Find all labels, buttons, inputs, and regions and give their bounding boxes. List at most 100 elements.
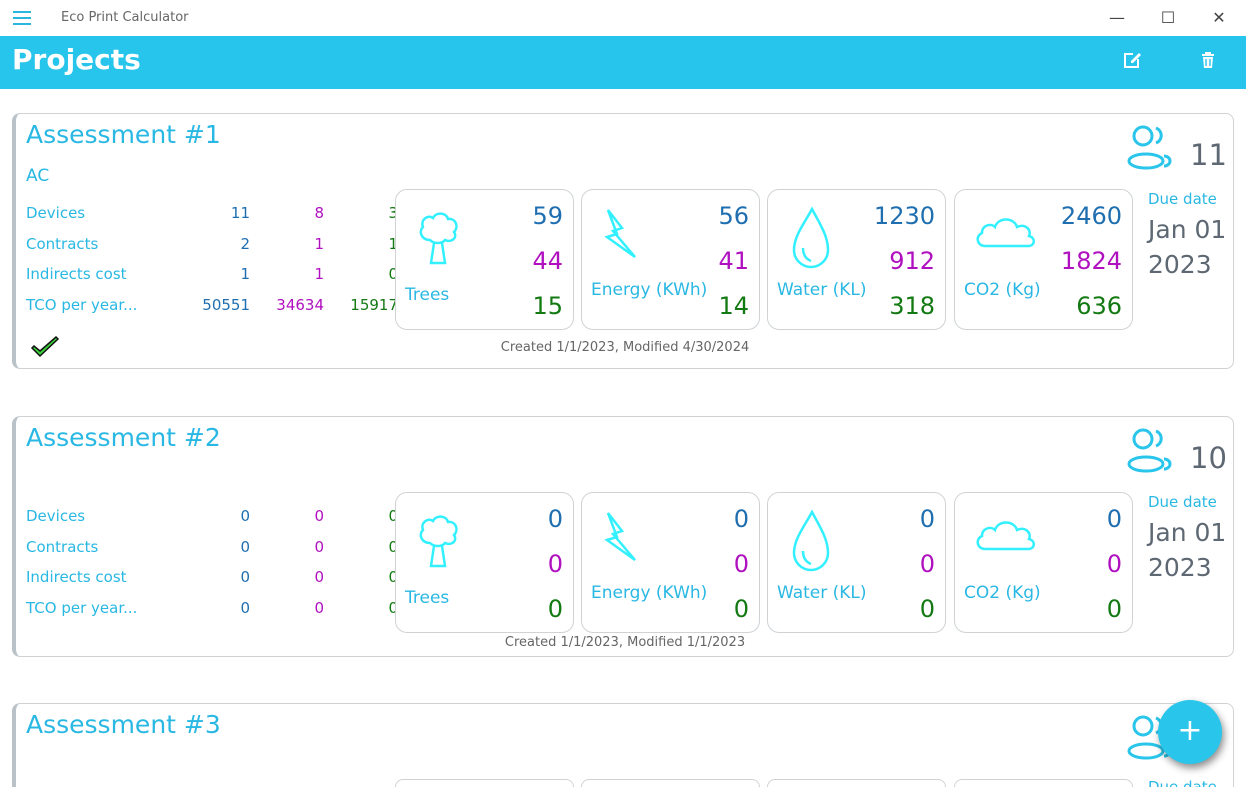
maximize-button[interactable]: ☐	[1160, 8, 1176, 27]
metric-label: Devices	[26, 507, 86, 525]
due-year: 2023	[1148, 250, 1212, 279]
hamburger-menu-icon[interactable]	[13, 11, 31, 25]
impact-tile[interactable]: Trees 0 0 0	[395, 492, 574, 633]
impact-tile[interactable]: CO2 (Kg) 2460 1824 636	[954, 189, 1133, 330]
due-day: Jan 01	[1148, 518, 1227, 547]
tile-value: 0	[1106, 505, 1122, 533]
metric-value: 1	[240, 265, 250, 284]
metric-label: Indirects cost	[26, 265, 127, 284]
people-icon	[1127, 125, 1172, 170]
project-card[interactable]: Assessment #3 Due date	[12, 703, 1234, 787]
metric-value: 0	[388, 537, 398, 556]
due-date-label: Due date	[1148, 778, 1217, 787]
impact-tile[interactable]	[395, 779, 574, 787]
people-count: 11	[1190, 138, 1227, 172]
tile-value: 59	[532, 202, 563, 230]
tile-label: Trees	[405, 588, 450, 608]
project-title: Assessment #2	[26, 423, 221, 452]
close-button[interactable]: ✕	[1212, 8, 1226, 27]
tile-label: Energy (KWh)	[591, 280, 708, 300]
edit-icon[interactable]	[1120, 48, 1144, 72]
tile-label: Water (KL)	[777, 583, 867, 603]
metric-value: 0	[240, 537, 250, 556]
metric-label: Contracts	[26, 537, 99, 556]
metric-value: 0	[314, 599, 324, 618]
metric-value: 2	[240, 234, 250, 253]
metric-label: TCO per year...	[26, 599, 138, 618]
tile-value: 318	[889, 292, 935, 320]
metric-row: Contracts 2 1 1	[26, 234, 398, 255]
project-card[interactable]: Assessment #2 10 Due date Jan 01 2023 Devices…	[12, 416, 1234, 657]
metric-row: TCO per year... 50551 34634 15917	[26, 296, 398, 316]
tile-value: 0	[733, 595, 749, 623]
tile-label: CO2 (Kg)	[964, 280, 1041, 300]
metric-value: 0	[314, 507, 324, 525]
tile-value: 0	[1106, 595, 1122, 623]
project-title: Assessment #3	[26, 710, 221, 739]
tile-label: Energy (KWh)	[591, 583, 708, 603]
tile-value: 2460	[1060, 202, 1122, 230]
metric-row: Devices 11 8 3	[26, 204, 398, 224]
app-title: Eco Print Calculator	[61, 10, 189, 25]
metric-value: 0	[388, 265, 398, 284]
tile-value: 636	[1076, 292, 1122, 320]
tile-value: 14	[718, 292, 749, 320]
tile-value: 912	[889, 247, 935, 275]
created-modified: Created 1/1/2023, Modified 1/1/2023	[504, 635, 746, 650]
tile-value: 44	[532, 247, 563, 275]
minimize-button[interactable]: —	[1109, 8, 1125, 27]
tile-value: 0	[919, 550, 935, 578]
trash-icon[interactable]	[1196, 48, 1220, 72]
metric-value: 11	[230, 204, 250, 222]
metric-value: 0	[240, 568, 250, 587]
metric-value: 0	[240, 599, 250, 618]
impact-tile[interactable]: Water (KL) 0 0 0	[767, 492, 946, 633]
impact-tile[interactable]: Trees 59 44 15	[395, 189, 574, 330]
tile-value: 0	[547, 505, 563, 533]
metric-value: 3	[388, 204, 398, 222]
metric-value: 0	[388, 507, 398, 525]
metric-label: Devices	[26, 204, 86, 222]
tile-value: 15	[532, 292, 563, 320]
add-project-button[interactable]: +	[1158, 700, 1222, 764]
tile-value: 0	[919, 595, 935, 623]
created-modified: Created 1/1/2023, Modified 4/30/2024	[500, 340, 750, 355]
impact-tile[interactable]: Energy (KWh) 0 0 0	[581, 492, 760, 633]
metric-value: 1	[388, 234, 398, 253]
metric-row: TCO per year... 0 0 0	[26, 599, 398, 619]
impact-tile[interactable]	[581, 779, 760, 787]
impact-tile[interactable]	[767, 779, 946, 787]
metric-row: Indirects cost 1 1 0	[26, 265, 398, 285]
metric-value: 0	[314, 537, 324, 556]
metric-value: 50551	[202, 296, 250, 315]
tile-value: 0	[1106, 550, 1122, 578]
tile-value: 0	[733, 550, 749, 578]
tile-label: CO2 (Kg)	[964, 583, 1041, 603]
metric-label: TCO per year...	[26, 296, 138, 315]
metric-label: Contracts	[26, 234, 99, 253]
tile-value: 0	[733, 505, 749, 533]
impact-tile[interactable]	[954, 779, 1133, 787]
tile-value: 56	[718, 202, 749, 230]
project-title: Assessment #1	[26, 120, 221, 149]
metric-value: 0	[388, 568, 398, 587]
people-icon	[1127, 428, 1172, 473]
metric-row: Contracts 0 0 0	[26, 537, 398, 558]
tile-value: 1824	[1060, 247, 1122, 275]
metric-value: 1	[314, 234, 324, 253]
tile-value: 0	[547, 550, 563, 578]
due-date-label: Due date	[1148, 190, 1217, 208]
impact-tile[interactable]: CO2 (Kg) 0 0 0	[954, 492, 1133, 633]
due-year: 2023	[1148, 553, 1212, 582]
metric-row: Indirects cost 0 0 0	[26, 568, 398, 588]
impact-tile[interactable]: Energy (KWh) 56 41 14	[581, 189, 760, 330]
people-count: 10	[1190, 441, 1227, 475]
tile-value: 0	[919, 505, 935, 533]
page-title: Projects	[12, 43, 141, 76]
tile-label: Water (KL)	[777, 280, 867, 300]
metric-value: 1	[314, 265, 324, 284]
impact-tile[interactable]: Water (KL) 1230 912 318	[767, 189, 946, 330]
title-bar: Eco Print Calculator — ☐ ✕	[0, 0, 1246, 36]
tile-value: 1230	[873, 202, 935, 230]
project-card[interactable]: Assessment #1 AC 11 Due date Jan 01 2023 Devic…	[12, 113, 1234, 369]
